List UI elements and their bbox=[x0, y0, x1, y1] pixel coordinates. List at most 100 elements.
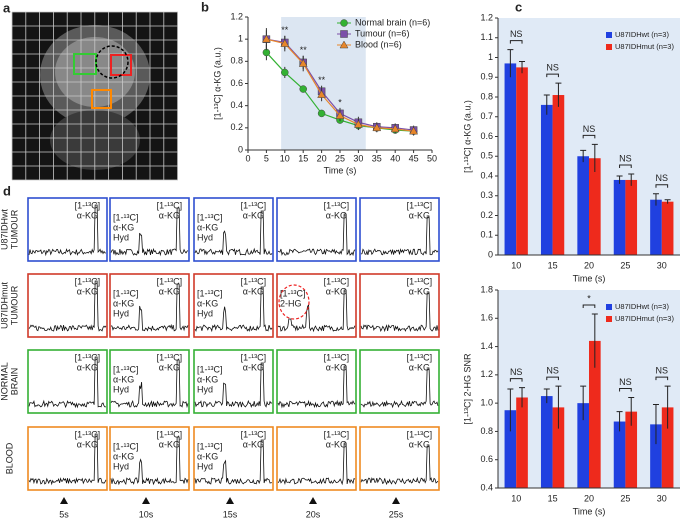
spectrum-box bbox=[276, 197, 357, 262]
peak-label: α-KG bbox=[243, 362, 264, 372]
significance: NS bbox=[546, 366, 559, 376]
peak-label: [1-¹³C] bbox=[407, 352, 433, 362]
peak-label: [1-¹³C] bbox=[197, 288, 223, 298]
spectrum bbox=[194, 210, 273, 256]
peak-label: [1-¹³C] bbox=[241, 276, 267, 286]
bar bbox=[540, 396, 553, 488]
time-marker bbox=[60, 497, 68, 504]
bar bbox=[589, 340, 601, 488]
peak-label: [1-¹³C] bbox=[75, 200, 101, 210]
peak-label: α-KG bbox=[409, 286, 430, 296]
bar bbox=[589, 158, 601, 255]
y-tick-label: 1 bbox=[488, 52, 493, 62]
y-tick-label: 0 bbox=[488, 249, 493, 259]
error-bar bbox=[628, 173, 635, 186]
spectrum-box bbox=[193, 349, 274, 414]
x-tick-label: 40 bbox=[390, 153, 400, 163]
y-tick-label: 1.2 bbox=[480, 12, 493, 22]
x-tick-label: 15 bbox=[548, 493, 558, 503]
significance: ** bbox=[300, 45, 308, 55]
spectrum-box bbox=[359, 197, 440, 262]
spectrum bbox=[277, 289, 356, 333]
marker bbox=[390, 124, 400, 133]
legend-swatch bbox=[606, 304, 612, 310]
x-tick-label: 50 bbox=[427, 153, 437, 163]
peak-label: [1-¹³C] bbox=[407, 200, 433, 210]
peak-label: Hyd bbox=[113, 461, 129, 471]
x-axis-label: Time (s) bbox=[324, 165, 357, 175]
error-bar bbox=[519, 60, 526, 74]
error-bar bbox=[616, 411, 623, 432]
spectrum bbox=[110, 283, 189, 332]
peak-label: Hyd bbox=[197, 384, 213, 394]
significance: NS bbox=[583, 124, 596, 134]
peak-label: α-KG bbox=[77, 439, 98, 449]
peak-label: α-KG bbox=[197, 374, 218, 384]
peak-label: α-KG bbox=[243, 439, 264, 449]
legend-label: Tumour (n=6) bbox=[355, 28, 409, 38]
spectrum bbox=[360, 445, 439, 486]
x-tick-label: 15 bbox=[548, 260, 558, 270]
x-tick-label: 10 bbox=[280, 153, 290, 163]
peak-label: [1-¹³C] bbox=[197, 441, 223, 451]
peak-label: α-KG bbox=[326, 286, 347, 296]
bracket bbox=[546, 376, 559, 381]
bar bbox=[613, 179, 626, 255]
y-axis-label: [1-¹³C] 2-HG SNR bbox=[462, 353, 472, 425]
row-label: U87IDHmut bbox=[0, 281, 9, 329]
significance: NS bbox=[656, 173, 669, 183]
y-tick-label: 0.1 bbox=[480, 230, 493, 240]
significance: NS bbox=[510, 367, 523, 377]
peak-label: [1-¹³C] bbox=[280, 288, 306, 298]
peak-label: α-KG bbox=[77, 286, 98, 296]
spectrum bbox=[360, 216, 439, 256]
significance: NS bbox=[619, 153, 632, 163]
marker bbox=[280, 39, 290, 47]
y-tick-label: 0.3 bbox=[480, 190, 493, 200]
spectrum bbox=[277, 442, 356, 486]
axes bbox=[247, 17, 432, 151]
error-bar bbox=[519, 387, 526, 408]
legend-label: U87IDHmut (n=3) bbox=[615, 42, 674, 51]
bracket bbox=[655, 184, 669, 188]
peak-label: Hyd bbox=[113, 384, 129, 394]
significance: * bbox=[587, 293, 591, 303]
peak-label: α-KG bbox=[326, 210, 347, 220]
y-tick-label: 1 bbox=[238, 34, 243, 44]
x-tick-label: 35 bbox=[372, 153, 382, 163]
y-tick-label: 0.7 bbox=[480, 111, 493, 121]
error-bar bbox=[555, 82, 562, 107]
peak-label: α-KG bbox=[326, 362, 347, 372]
peak-label: α-KG bbox=[159, 286, 180, 296]
legend-label: U87IDHwt (n=3) bbox=[615, 302, 669, 311]
axes bbox=[497, 18, 680, 256]
y-tick-label: 1.6 bbox=[480, 313, 493, 323]
peak-label: [1-¹³C] bbox=[241, 429, 267, 439]
row-label: NORMAL bbox=[0, 362, 9, 401]
peak-label: [1-¹³C] bbox=[157, 276, 183, 286]
x-tick-label: 30 bbox=[353, 153, 363, 163]
peak-label: α-KG bbox=[409, 439, 430, 449]
time-label: 15s bbox=[223, 509, 238, 519]
x-axis-label: Time (s) bbox=[573, 506, 606, 516]
significance: * bbox=[338, 97, 342, 107]
bracket bbox=[546, 73, 559, 78]
y-tick-label: 1.2 bbox=[480, 369, 493, 379]
x-tick-label: 20 bbox=[584, 260, 594, 270]
time-marker bbox=[226, 497, 234, 504]
peak-label: [1-¹³C] bbox=[75, 429, 101, 439]
y-tick-label: 0.8 bbox=[480, 91, 493, 101]
spectrum bbox=[110, 436, 189, 486]
peak-label: [1-¹³C] bbox=[324, 429, 350, 439]
marker bbox=[340, 19, 348, 27]
bracket bbox=[509, 378, 523, 382]
error-bar bbox=[543, 94, 550, 115]
marker bbox=[340, 30, 348, 38]
peak-label: α-KG bbox=[326, 439, 347, 449]
y-tick-label: 1.0 bbox=[480, 398, 493, 408]
time-label: 25s bbox=[389, 509, 404, 519]
peak-label: [1-¹³C] bbox=[197, 212, 223, 222]
significance: ** bbox=[318, 75, 326, 85]
row-label: TUMOUR bbox=[9, 209, 19, 249]
spectrum bbox=[28, 204, 107, 257]
